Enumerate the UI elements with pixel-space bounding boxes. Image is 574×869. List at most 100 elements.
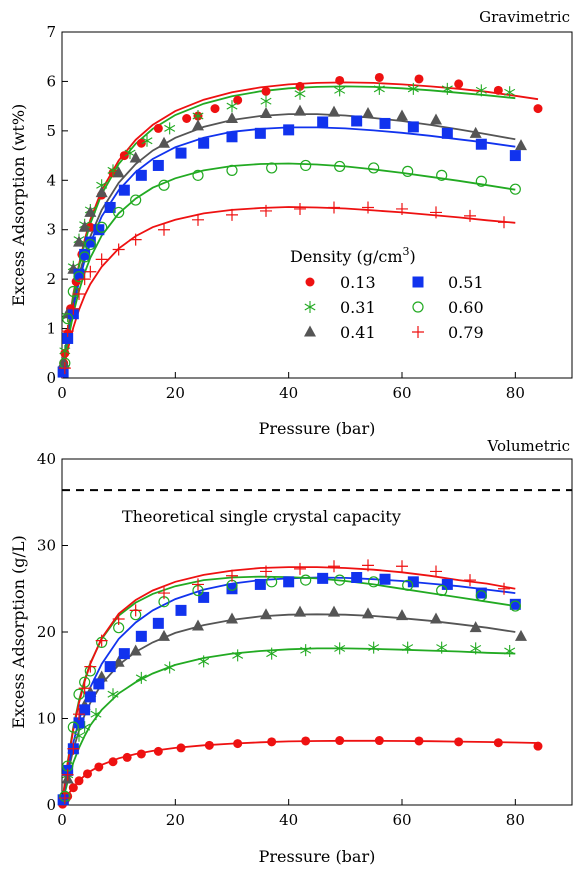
- data-point-0.41: [430, 612, 442, 624]
- y-tick-label: 4: [46, 171, 56, 189]
- data-point-0.51: [441, 578, 453, 590]
- gravimetric-x-axis-label: Pressure (bar): [259, 419, 376, 438]
- data-point-0.79: [362, 559, 374, 572]
- x-tick-label: 40: [279, 811, 298, 829]
- data-point-0.51: [198, 137, 210, 149]
- data-point-0.79: [61, 325, 74, 338]
- x-tick-label: 60: [392, 811, 411, 829]
- data-point-0.41: [158, 629, 170, 641]
- data-point-0.31: [504, 645, 516, 658]
- data-point-0.51: [152, 617, 164, 629]
- data-point-0.31: [164, 661, 176, 674]
- legend: Density (g/cm3) 0.13 0.31 0.41 0.51 0.60 0.79: [290, 245, 484, 342]
- x-tick-label: 80: [506, 384, 525, 402]
- data-point-0.31: [124, 147, 136, 160]
- data-point-0.31: [59, 344, 71, 357]
- legend-marker-0.60: [412, 301, 424, 313]
- data-point-0.60: [84, 238, 96, 251]
- data-point-0.79: [498, 582, 510, 595]
- volumetric-fit-curves: [61, 566, 539, 806]
- data-point-0.51: [118, 648, 130, 660]
- gravimetric-plot-frame: [61, 31, 573, 379]
- data-point-0.79: [464, 574, 476, 587]
- data-point-0.13: [335, 736, 345, 746]
- data-point-0.13: [374, 736, 384, 746]
- data-point-0.60: [266, 162, 278, 174]
- data-point-0.51: [73, 268, 85, 280]
- data-point-0.51: [57, 366, 69, 378]
- data-point-0.13: [122, 752, 132, 762]
- data-point-0.31: [73, 729, 85, 742]
- data-point-0.60: [130, 194, 142, 206]
- data-point-0.31: [334, 642, 346, 655]
- data-point-0.51: [93, 224, 105, 236]
- data-point-0.51: [254, 578, 266, 590]
- data-point-0.60: [334, 574, 346, 586]
- gravimetric-ticks: 0 20 40 60 80 0 1 2 3 4 5 6 7: [46, 23, 524, 402]
- data-point-0.13: [533, 741, 543, 751]
- data-point-0.51: [57, 794, 69, 806]
- data-point-0.41: [129, 151, 142, 163]
- data-point-0.13: [210, 104, 220, 114]
- data-point-0.79: [58, 362, 71, 375]
- y-tick-label: 7: [46, 23, 56, 41]
- data-point-0.51: [175, 147, 187, 159]
- gravimetric-panel: Gravimetric 0 20 40 60 80 0 1 2 3 4 5 6 7 Density (g…: [9, 8, 573, 438]
- fit-curve-0.79: [61, 206, 516, 379]
- data-point-0.51: [104, 661, 116, 673]
- data-point-0.51: [226, 131, 238, 143]
- y-tick-label: 2: [46, 270, 56, 288]
- data-point-0.41: [328, 105, 340, 117]
- data-point-0.31: [402, 641, 414, 654]
- data-point-0.51: [73, 717, 85, 729]
- volumetric-x-axis-label: Pressure (bar): [259, 847, 376, 866]
- x-tick-label: 0: [57, 811, 67, 829]
- x-tick-label: 20: [166, 384, 185, 402]
- data-point-0.13: [533, 104, 543, 114]
- data-point-0.31: [226, 100, 238, 113]
- x-tick-label: 20: [166, 811, 185, 829]
- data-point-0.13: [267, 737, 277, 747]
- data-point-0.41: [226, 112, 238, 123]
- data-point-0.60: [67, 285, 79, 298]
- data-point-0.79: [95, 634, 108, 647]
- legend-label-0.79: 0.79: [448, 323, 484, 342]
- y-tick-label: 1: [46, 320, 56, 338]
- volumetric-title: Volumetric: [487, 437, 570, 455]
- data-point-0.13: [182, 114, 192, 123]
- data-point-0.60: [96, 221, 108, 233]
- legend-marker-0.13: [305, 277, 315, 287]
- data-point-0.60: [402, 165, 414, 177]
- data-point-0.31: [368, 641, 380, 654]
- data-point-0.51: [84, 691, 96, 703]
- volumetric-y-axis-label: Excess Adsorption (g/L): [9, 535, 28, 728]
- legend-marker-0.41: [304, 325, 316, 337]
- y-tick-label: 30: [37, 537, 56, 555]
- data-point-0.60: [509, 600, 521, 612]
- legend-title-end: ): [410, 247, 416, 266]
- data-point-0.41: [396, 109, 408, 121]
- data-point-0.13: [261, 86, 271, 96]
- data-point-0.79: [78, 273, 91, 286]
- fit-curve-0.60: [61, 162, 516, 379]
- data-point-0.41: [362, 107, 374, 119]
- data-point-0.51: [84, 236, 96, 248]
- data-point-0.79: [73, 287, 85, 300]
- data-point-0.51: [93, 678, 105, 690]
- data-point-0.60: [192, 169, 204, 181]
- data-point-0.41: [192, 619, 204, 631]
- data-point-0.51: [317, 572, 329, 584]
- data-point-0.41: [396, 609, 408, 621]
- data-point-0.79: [464, 209, 476, 222]
- data-point-0.13: [119, 151, 129, 161]
- data-point-0.60: [73, 688, 85, 700]
- data-point-0.13: [233, 739, 243, 749]
- y-tick-label: 5: [46, 122, 56, 140]
- data-point-0.31: [334, 84, 346, 97]
- data-point-0.51: [79, 704, 91, 716]
- data-point-0.60: [266, 576, 278, 588]
- data-point-0.79: [396, 202, 408, 215]
- data-point-0.79: [84, 265, 97, 278]
- data-point-0.79: [498, 216, 510, 229]
- data-point-0.13: [374, 72, 384, 82]
